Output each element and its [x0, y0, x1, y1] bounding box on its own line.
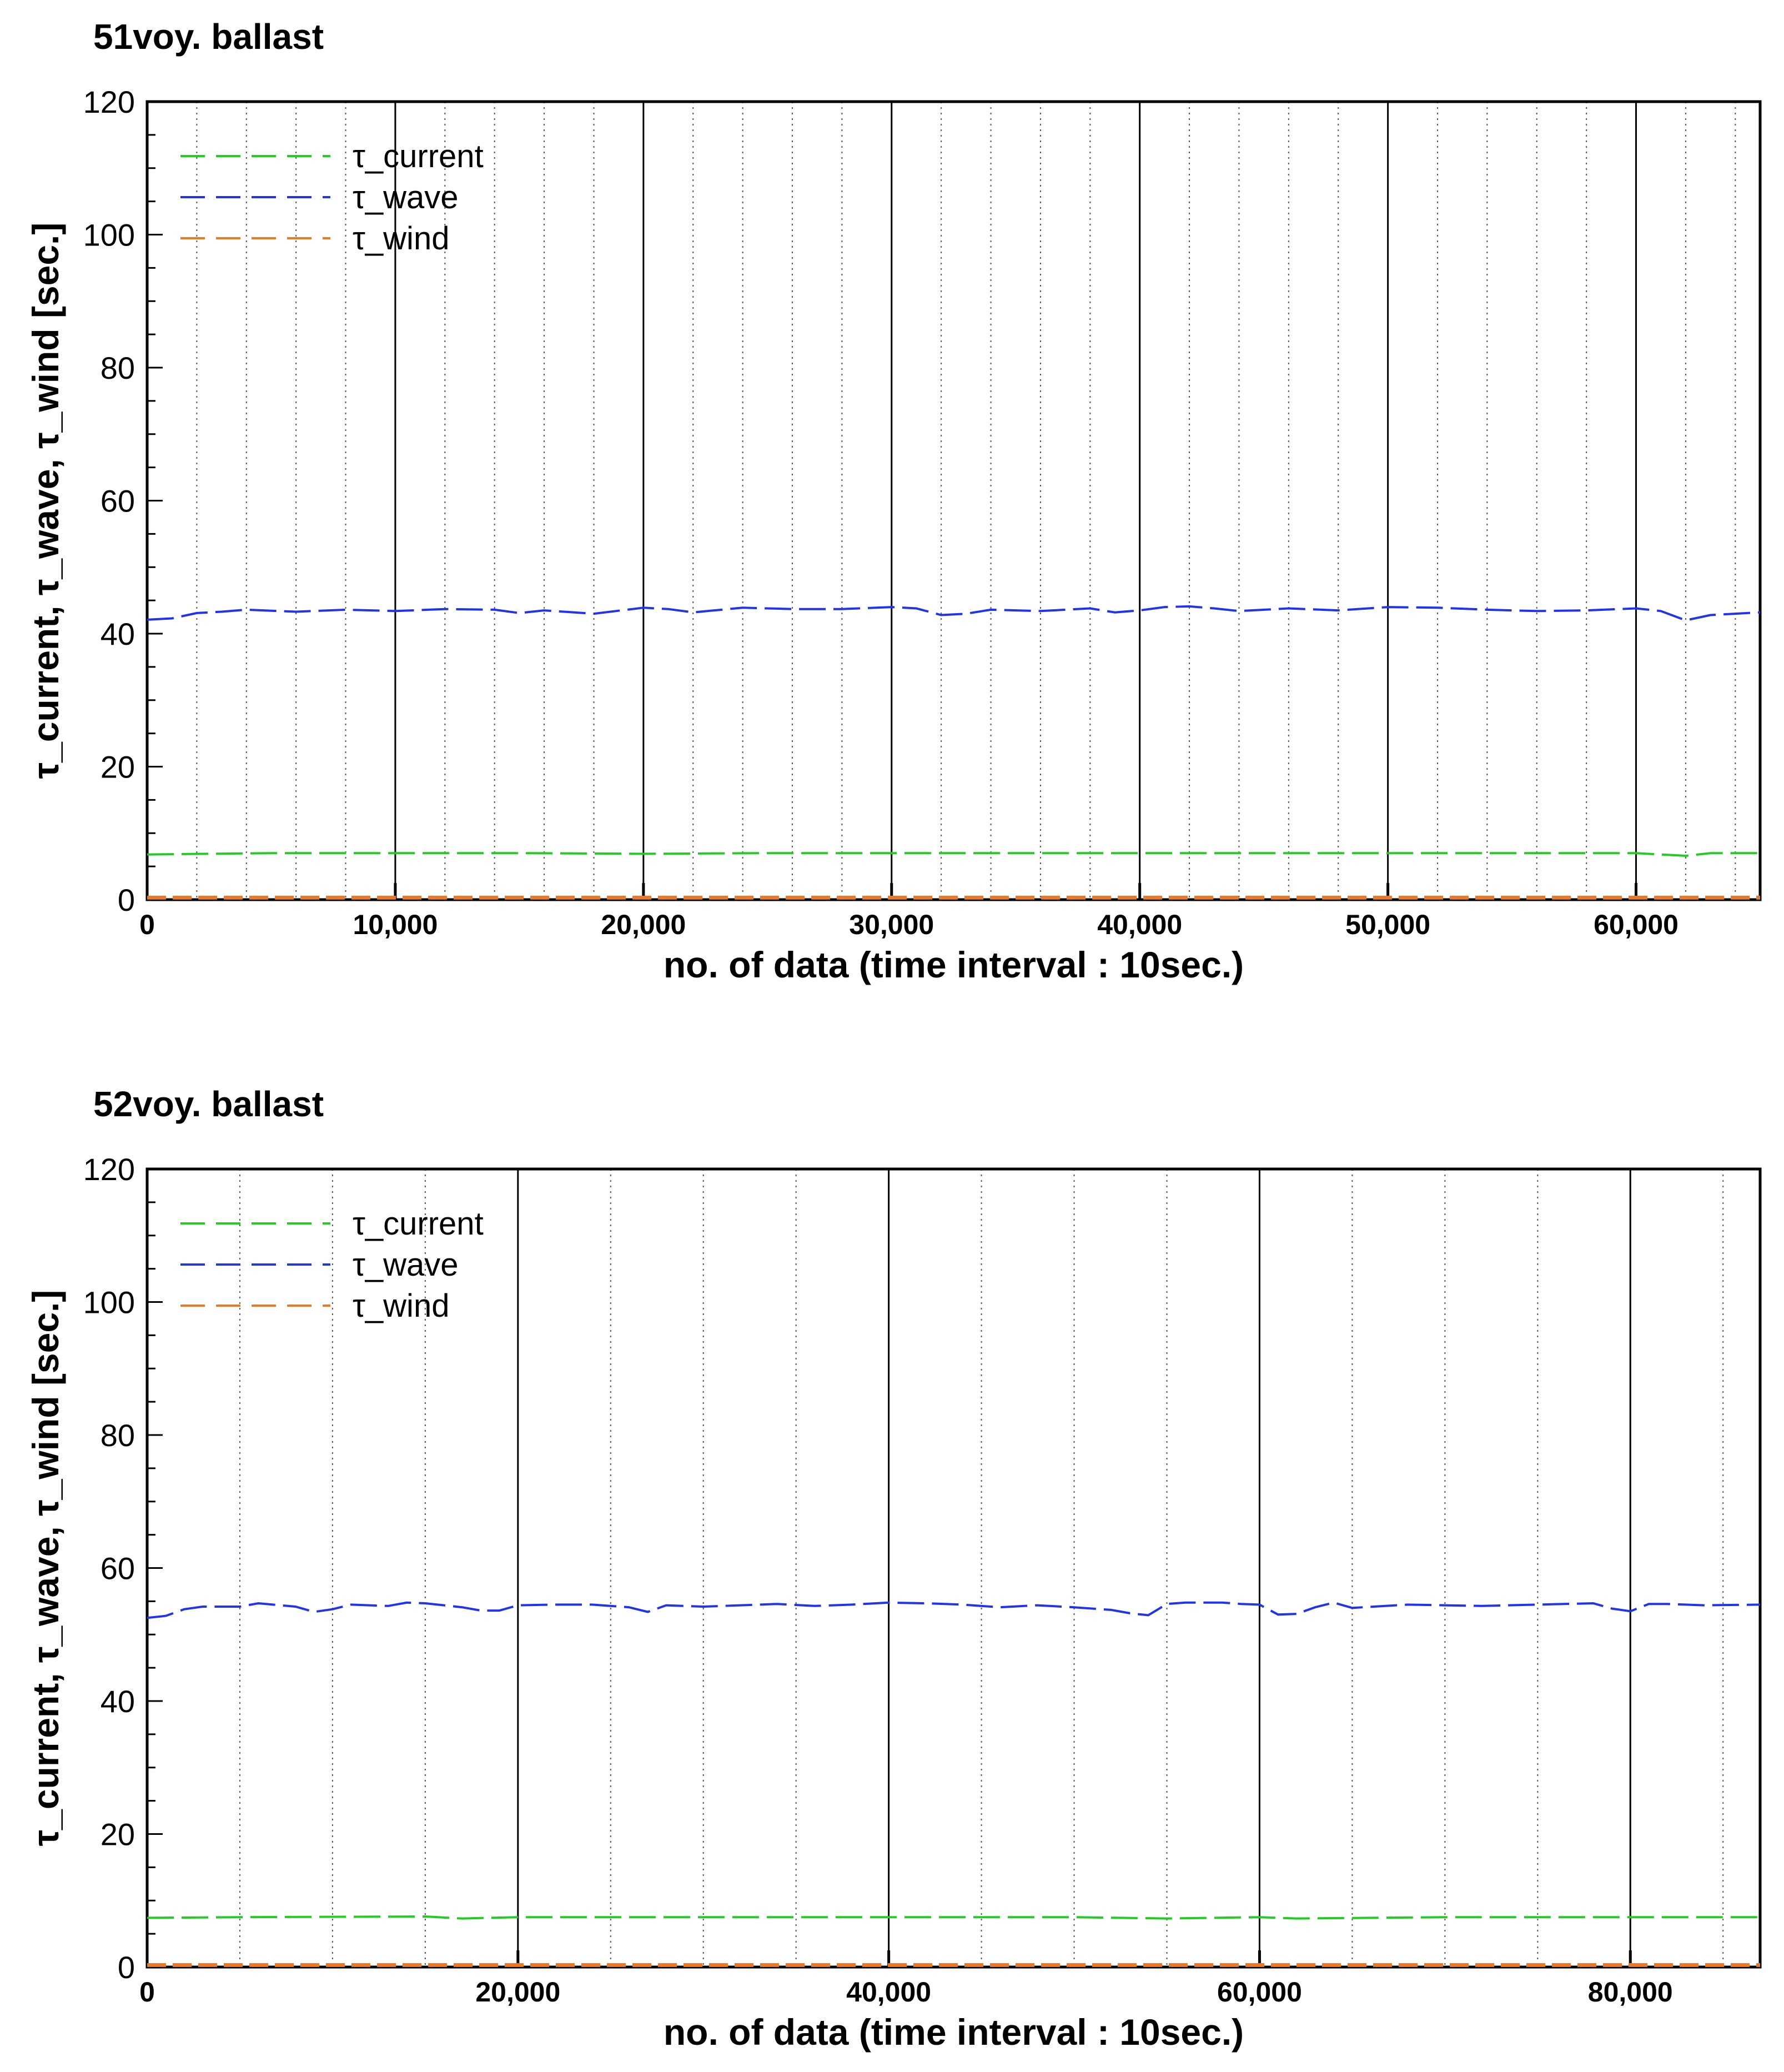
y-tick-label: 20 [100, 1817, 135, 1852]
x-tick-label: 0 [139, 1976, 155, 2008]
x-tick-label: 20,000 [475, 1976, 560, 2008]
x-tick-label: 20,000 [601, 909, 686, 940]
series-lines [147, 1601, 1761, 1967]
grid-lines [239, 1169, 1724, 1967]
chart-panel-51voy: 51voy. ballast 0 20 40 60 80 100 120 0 10,000 20,0… [25, 17, 1762, 985]
x-tick-label: 60,000 [1217, 1976, 1302, 2008]
x-axis: 0 10,000 20,000 30,000 40,000 50,000 60,000 [139, 883, 1679, 940]
legend-label: τ_wind [353, 1288, 449, 1324]
chart-title: 51voy. ballast [93, 17, 324, 57]
y-axis: 0 20 40 60 80 100 120 [83, 1152, 163, 1985]
y-tick-label: 60 [100, 484, 135, 519]
x-tick-label: 30,000 [849, 909, 934, 940]
y-tick-label: 0 [118, 882, 135, 917]
x-axis: 0 20,000 40,000 60,000 80,000 [139, 1950, 1673, 2008]
y-tick-label: 80 [100, 1418, 135, 1453]
legend-label: τ_current [353, 1206, 484, 1242]
x-tick-label: 40,000 [846, 1976, 931, 2008]
x-axis-label: no. of data (time interval : 10sec.) [664, 2011, 1244, 2053]
y-tick-label: 120 [83, 1152, 135, 1187]
y-tick-label: 100 [83, 218, 135, 253]
legend-label: τ_wave [353, 179, 459, 215]
y-tick-label: 60 [100, 1551, 135, 1586]
series-line-current [147, 852, 1760, 857]
legend-label: τ_wave [353, 1247, 459, 1283]
y-axis-label: τ_current, τ_wave, τ_wind [sec.] [25, 1290, 66, 1847]
y-tick-label: 20 [100, 750, 135, 785]
x-tick-label: 40,000 [1097, 909, 1182, 940]
y-tick-label: 100 [83, 1285, 135, 1320]
y-tick-label: 40 [100, 1684, 135, 1719]
y-tick-label: 0 [118, 1950, 135, 1985]
legend: τ_current τ_wave τ_wind [180, 1206, 484, 1324]
x-tick-label: 60,000 [1594, 909, 1679, 940]
y-axis-label: τ_current, τ_wave, τ_wind [sec.] [25, 223, 66, 779]
series-line-current [147, 1915, 1760, 1920]
y-tick-label: 120 [83, 84, 135, 119]
x-tick-label: 10,000 [353, 909, 438, 940]
y-tick-label: 40 [100, 616, 135, 651]
legend-label: τ_wind [353, 220, 449, 257]
y-tick-label: 80 [100, 350, 135, 385]
series-line-wave [147, 605, 1761, 622]
x-tick-label: 0 [139, 909, 155, 940]
chart-panel-52voy: 52voy. ballast 0 20 40 60 80 100 120 0 20,000 40,0… [25, 1084, 1762, 2053]
grid-lines [196, 102, 1736, 900]
x-tick-label: 50,000 [1345, 909, 1430, 940]
x-tick-label: 80,000 [1588, 1976, 1673, 2008]
legend-label: τ_current [353, 138, 484, 174]
chart-title: 52voy. ballast [93, 1084, 324, 1124]
y-axis: 0 20 40 60 80 100 120 [83, 84, 163, 917]
legend: τ_current τ_wave τ_wind [180, 138, 484, 257]
series-lines [147, 605, 1761, 900]
x-axis-label: no. of data (time interval : 10sec.) [664, 944, 1244, 985]
series-line-wave [147, 1601, 1761, 1619]
